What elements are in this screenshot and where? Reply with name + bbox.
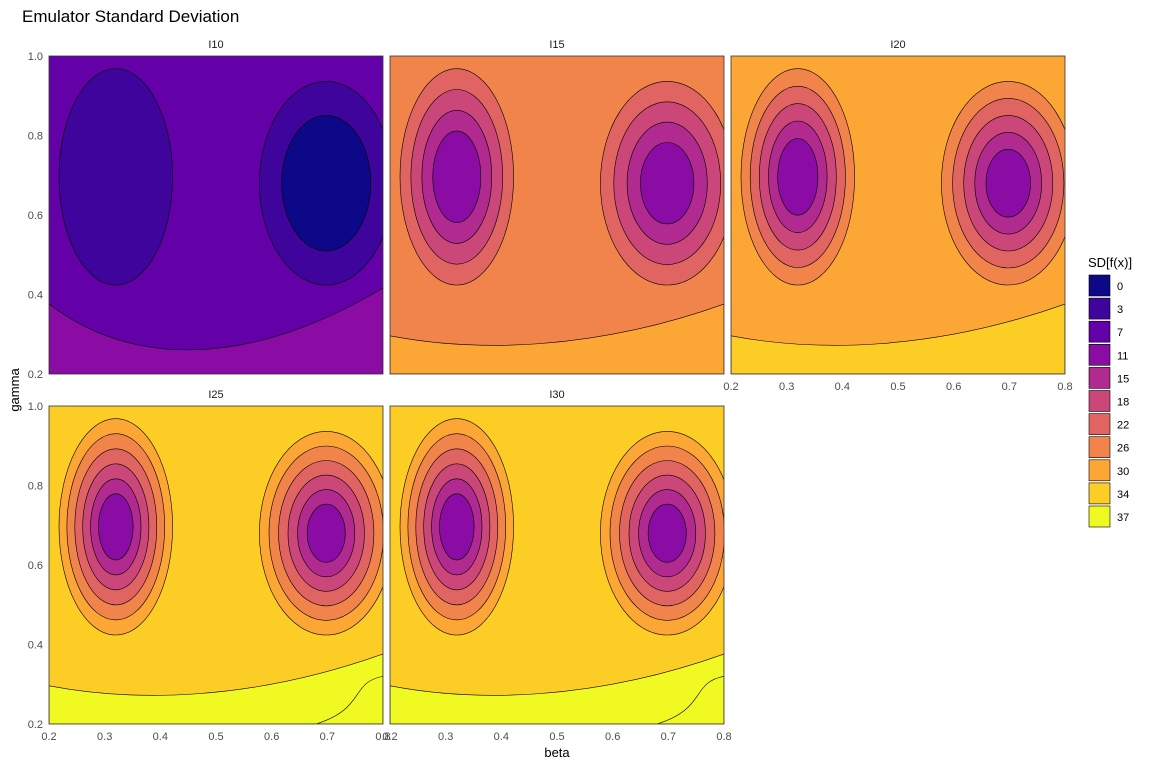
x-tick-label: 0.4 [153,731,168,743]
legend-key-15 [1088,367,1111,389]
panel-border [389,405,725,725]
contour-band [439,493,475,561]
facet-strip-label: I25 [208,389,223,401]
legend-key-26 [1088,436,1111,459]
x-tick-label: 0.3 [97,731,112,743]
contour-band [49,653,383,724]
y-tick-label: 0.6 [28,210,43,222]
contour-band [432,130,482,223]
facet-strip-label: I15 [549,39,564,51]
contour-band [731,303,1065,374]
legend-label: 30 [1117,466,1129,478]
legend-label: 34 [1117,489,1129,501]
legend-label: 15 [1117,373,1129,385]
y-axis-label: gamma [7,368,22,412]
legend-key-30 [1088,459,1111,482]
facet-strip-label: I30 [549,389,564,401]
x-tick-label: 0.2 [41,731,56,743]
legend-key-3 [1088,297,1111,320]
facet-strip-label: I20 [890,39,905,51]
y-tick-label: 0.6 [28,560,43,572]
legend-title: SD[f(x)] [1088,255,1132,270]
x-tick-label: 0.6 [946,381,961,393]
contour-band [777,138,819,216]
x-tick-label: 0.3 [779,381,794,393]
legend-label: 7 [1117,327,1123,339]
legend-key-37 [1088,505,1111,528]
x-tick-label: 0.8 [716,731,731,743]
panel-I10: I10 0.2 0.4 0.6 0.8 1.0 [28,39,384,381]
facet-panels: I10 0.2 0.4 0.6 0.8 1.0 I15 I20 0.2 0.3 0.4 0.5 0.6 0… [28,39,1073,743]
legend-label: 0 [1117,281,1123,293]
panel-border [389,55,725,375]
facet-strip-label: I10 [208,39,223,51]
panel-border [48,55,384,375]
legend-label: 22 [1117,420,1129,432]
x-tick-label: 0.5 [208,731,223,743]
contour-band [390,653,724,724]
y-tick-label: 0.8 [28,131,43,143]
contour-band [390,303,724,374]
x-axis-label: beta [544,745,570,760]
y-tick-label: 0.2 [28,369,43,381]
contour-band [985,148,1031,218]
legend-key-34 [1088,482,1111,505]
legend-label: 3 [1117,304,1123,316]
y-tick-label: 1.0 [28,401,43,413]
x-tick-label: 0.6 [264,731,279,743]
panel-border [730,55,1066,375]
panel-border [48,405,384,725]
y-tick-label: 0.2 [28,719,43,731]
x-tick-label: 0.6 [605,731,620,743]
x-tick-label: 0.7 [320,731,335,743]
legend-key-18 [1088,390,1111,412]
chart-title: Emulator Standard Deviation [22,7,239,26]
contour-band [281,115,372,252]
legend-key-0 [1088,274,1111,297]
contour-band [640,142,695,225]
x-tick-label: 0.3 [438,731,453,743]
legend-key-22 [1088,413,1111,435]
y-tick-label: 0.4 [28,290,43,302]
panel-I30: I30 0.2 0.3 0.4 0.5 0.6 0.7 0.8 [382,389,731,743]
legend-label: 18 [1117,397,1129,409]
contour-band [306,503,346,563]
legend-label: 11 [1117,350,1128,362]
y-tick-label: 1.0 [28,51,43,63]
x-tick-label: 0.2 [382,731,397,743]
x-tick-label: 0.4 [494,731,509,743]
x-tick-label: 0.4 [835,381,850,393]
panel-I20: I20 0.2 0.3 0.4 0.5 0.6 0.7 0.8 [723,39,1072,393]
legend-label: 37 [1117,512,1129,524]
y-tick-label: 0.8 [28,481,43,493]
contour-band [58,68,173,286]
panel-I15: I15 [389,39,725,375]
contour-band [98,493,134,561]
y-tick-label: 0.4 [28,640,43,652]
panel-I25: I25 0.2 0.4 0.6 0.8 1.0 0.2 0.3 0.4 0.5 0.6 0.7 0.8 [28,389,391,743]
legend-label: 26 [1117,443,1129,455]
legend-key-7 [1088,320,1111,343]
x-tick-label: 0.5 [549,731,564,743]
contour-band [647,503,687,563]
legend-key-11 [1088,343,1111,366]
x-tick-label: 0.8 [1057,381,1072,393]
x-tick-label: 0.7 [1002,381,1017,393]
x-tick-label: 0.7 [661,731,676,743]
x-tick-label: 0.2 [723,381,738,393]
contour-band [49,287,383,374]
x-tick-label: 0.5 [890,381,905,393]
x-tick-label: 0.8 [375,731,390,743]
